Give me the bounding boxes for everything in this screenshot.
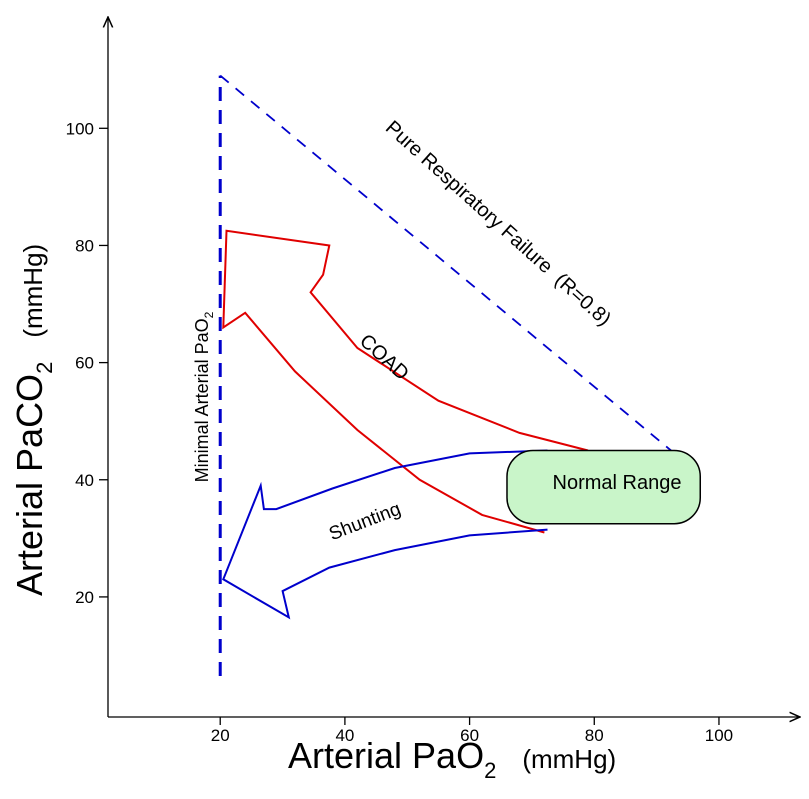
y-axis-title-main: Arterial PaCO xyxy=(9,374,50,596)
x-tick-label: 60 xyxy=(460,726,479,745)
y-tick-label: 40 xyxy=(75,471,94,490)
y-tick-label: 60 xyxy=(75,354,94,373)
y-axis-unit: (mmHg) xyxy=(18,244,48,338)
pure-respiratory-failure-label: Pure Respiratory Failure (R=0.8) xyxy=(381,117,615,331)
x-axis-title-main: Arterial PaO xyxy=(288,735,484,776)
x-axis-ticks: 20 40 60 80 100 xyxy=(211,717,733,745)
x-tick-label: 80 xyxy=(585,726,604,745)
y-axis-ticks: 20 40 60 80 100 xyxy=(66,119,108,607)
x-tick-label: 20 xyxy=(211,726,230,745)
coad-label: COAD xyxy=(355,330,413,385)
shunting-label: Shunting xyxy=(326,499,404,545)
minimal-pao2-label-main: Minimal Arterial PaO xyxy=(192,318,212,482)
minimal-pao2-label: Minimal Arterial PaO2 xyxy=(192,311,216,482)
x-tick-label: 40 xyxy=(335,726,354,745)
normal-range-region xyxy=(506,449,702,525)
y-tick-label: 80 xyxy=(75,236,94,255)
y-tick-label: 20 xyxy=(75,588,94,607)
coad-arrow xyxy=(222,229,589,534)
x-axis-title-subscript: 2 xyxy=(484,758,496,783)
x-axis-unit: (mmHg) xyxy=(522,744,616,774)
shunting-arrow xyxy=(222,449,548,620)
x-axis-title: Arterial PaO2 (mmHg) xyxy=(288,735,616,783)
x-tick-label: 100 xyxy=(705,726,733,745)
pure-respiratory-failure-line xyxy=(219,74,683,460)
normal-range-label: Normal Range xyxy=(553,472,682,494)
y-axis-title-subscript: 2 xyxy=(32,362,57,374)
minimal-pao2-label-subscript: 2 xyxy=(202,311,216,318)
y-tick-label: 100 xyxy=(66,119,94,138)
y-axis-title: Arterial PaCO2 (mmHg) xyxy=(9,244,57,596)
